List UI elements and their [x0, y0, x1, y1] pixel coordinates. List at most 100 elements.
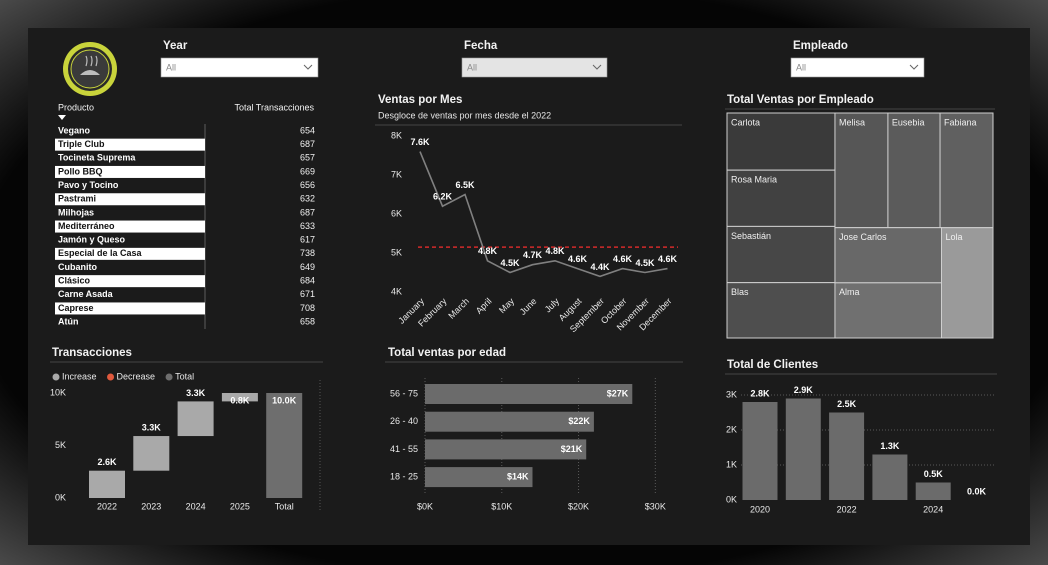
treemap-tile	[941, 227, 994, 339]
transaction-count: 617	[300, 235, 315, 245]
chart-title: Ventas por Mes	[378, 94, 462, 106]
filter-dropdown[interactable]	[790, 57, 925, 78]
filter-dropdown[interactable]	[160, 57, 319, 78]
waterfall-bar	[221, 393, 258, 402]
data-label: 4.5K	[500, 258, 520, 268]
y-tick-label: 5K	[391, 247, 402, 257]
row-highlight	[55, 302, 205, 315]
data-label: 2.9K	[794, 385, 814, 395]
bar	[829, 412, 865, 500]
data-label: 4.5K	[635, 258, 655, 268]
legend-dot	[165, 373, 173, 381]
data-label: 1.3K	[880, 441, 900, 451]
filter-value: All	[467, 62, 477, 72]
bar	[425, 384, 633, 404]
chart-title: Transacciones	[52, 347, 132, 359]
legend-label: Total	[175, 371, 194, 381]
tile-label: Rosa Maria	[731, 175, 777, 185]
data-label: 0.8K	[230, 395, 250, 405]
y-tick-label: 18 - 25	[390, 471, 418, 481]
waterfall-bar	[133, 436, 170, 471]
x-tick-label: 2022	[97, 501, 117, 511]
transaction-count: 656	[300, 180, 315, 190]
bar	[742, 402, 778, 500]
product-name: Pastrami	[58, 194, 96, 204]
waterfall-bar	[89, 470, 125, 498]
filter-value: All	[796, 62, 806, 72]
product-name: Mediterráneo	[58, 221, 115, 231]
treemap-tile	[834, 282, 943, 339]
data-label: 4.6K	[568, 254, 588, 264]
chart-subtitle: Desgloce de ventas por mes desde el 2022	[378, 110, 551, 120]
treemap-tile	[834, 112, 889, 229]
data-label: 3.3K	[186, 388, 206, 398]
chart-title: Total Ventas por Empleado	[727, 94, 874, 106]
bar	[425, 439, 587, 460]
row-highlight	[55, 193, 205, 206]
data-label: $22K	[568, 416, 590, 426]
data-label: $14K	[507, 471, 529, 481]
table-header: Total Transacciones	[234, 102, 314, 112]
product-name: Carne Asada	[58, 289, 114, 299]
row-highlight	[55, 220, 205, 233]
y-tick-label: 7K	[391, 169, 402, 179]
waterfall-bar	[266, 393, 303, 498]
transaction-count: 649	[300, 262, 315, 272]
chart-title: Total de Clientes	[727, 359, 818, 371]
y-tick-label: 10K	[50, 387, 66, 397]
data-label: 4.8K	[545, 246, 565, 256]
tile-label: Sebastián	[731, 231, 771, 241]
filter-value: All	[166, 62, 176, 72]
x-tick-label: 2024	[186, 501, 206, 511]
filter-label: Year	[163, 40, 188, 52]
data-label: $27K	[607, 388, 629, 398]
product-name: Milhojas	[58, 207, 94, 217]
legend-label: Decrease	[117, 371, 156, 381]
data-label: 4.8K	[478, 246, 498, 256]
data-label: 6.2K	[433, 192, 453, 202]
bar	[915, 482, 951, 500]
transaction-count: 684	[300, 276, 315, 286]
transaction-count: 671	[300, 289, 315, 299]
row-highlight	[55, 165, 205, 178]
x-tick-label: $10K	[491, 501, 512, 511]
data-label: 3.3K	[142, 422, 162, 432]
bar	[785, 398, 821, 500]
product-name: Pollo BBQ	[58, 166, 103, 176]
treemap-tile	[726, 225, 836, 284]
data-label: 0.5K	[924, 469, 944, 479]
tile-label: Fabiana	[944, 117, 977, 127]
product-name: Vegano	[58, 125, 91, 135]
transaction-count: 632	[300, 194, 315, 204]
y-tick-label: 0K	[726, 494, 737, 504]
dropdown-chevron	[303, 64, 313, 70]
data-label: 6.5K	[455, 180, 475, 190]
data-label: 4.7K	[523, 250, 543, 260]
logo	[63, 42, 117, 96]
y-tick-label: 4K	[391, 286, 402, 296]
y-tick-label: 56 - 75	[390, 388, 418, 398]
product-name: Atún	[58, 316, 79, 326]
tile-label: Eusebia	[892, 117, 925, 127]
data-label: 4.4K	[590, 262, 610, 272]
filter-dropdown[interactable]	[461, 57, 608, 78]
transaction-count: 687	[300, 207, 315, 217]
row-highlight	[55, 247, 205, 260]
filter-label: Fecha	[464, 40, 498, 52]
product-name: Clásico	[58, 276, 91, 286]
bar	[425, 411, 594, 432]
x-tick-label: $0K	[417, 501, 433, 511]
dropdown-chevron	[592, 64, 602, 70]
y-tick-label: 3K	[726, 389, 737, 399]
treemap-tile	[726, 282, 836, 339]
tile-label: Melisa	[839, 117, 865, 127]
y-tick-label: 2K	[726, 424, 737, 434]
sort-indicator	[58, 115, 66, 120]
y-tick-label: 41 - 55	[390, 444, 418, 454]
filter-label: Empleado	[793, 40, 848, 52]
transaction-count: 657	[300, 153, 315, 163]
chart-title: Total ventas por edad	[388, 347, 506, 359]
tile-label: Jose Carlos	[839, 232, 887, 242]
data-label: 2.8K	[750, 388, 770, 398]
